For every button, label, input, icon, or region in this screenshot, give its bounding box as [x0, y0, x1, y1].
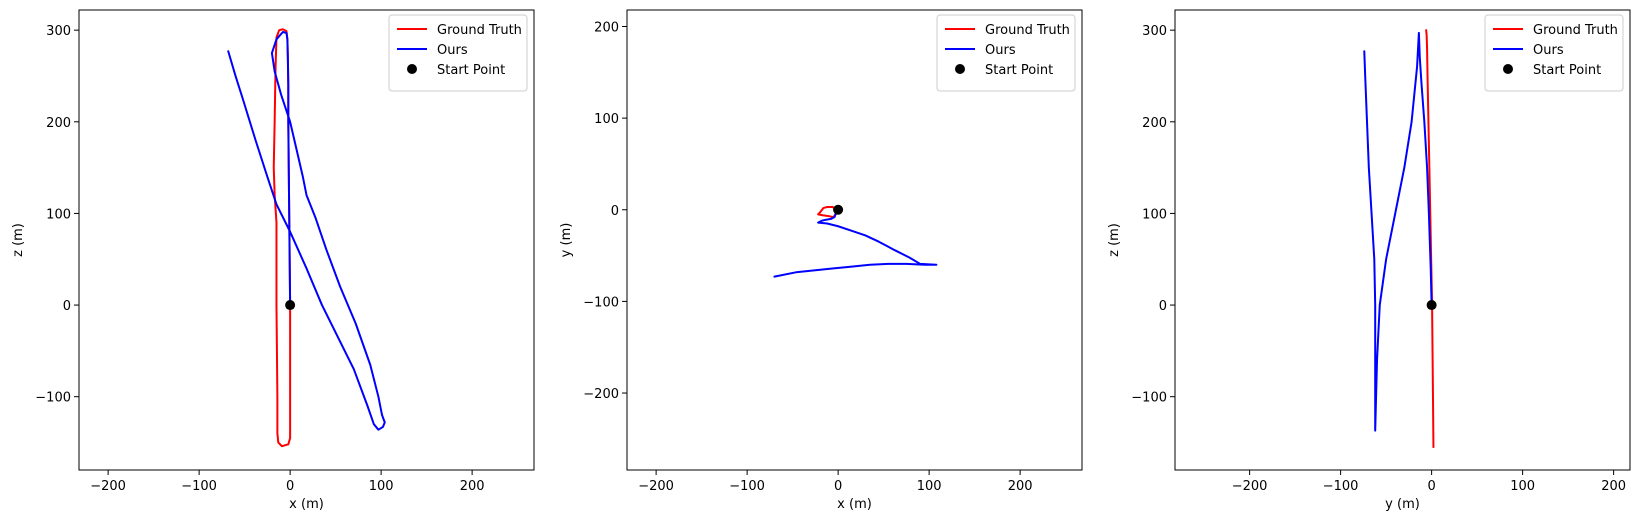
series-line-ours — [1363, 31, 1433, 432]
y-tick-label: 200 — [46, 116, 71, 131]
x-tick-label: 100 — [1510, 479, 1535, 494]
subplot-3: −200 −100 0 100 200 −100 0 100 200 300 y (m) z (m) G… — [1107, 9, 1631, 512]
y-tick-label: −100 — [1131, 391, 1167, 406]
legend-marker-start-point — [407, 64, 417, 74]
y-tick-label: 200 — [594, 20, 619, 35]
x-tick-label: −100 — [729, 479, 765, 494]
start-point-marker — [833, 204, 844, 215]
x-tick-label: 100 — [369, 479, 394, 494]
y-tick-label: 300 — [46, 24, 71, 39]
legend-label-ground-truth: Ground Truth — [985, 23, 1070, 38]
x-axis-label: y (m) — [1385, 497, 1420, 512]
series-line-ours — [773, 208, 938, 278]
legend: Ground Truth Ours Start Point — [1484, 14, 1624, 92]
legend-label-start-point: Start Point — [1533, 63, 1601, 78]
y-axis-label: y (m) — [559, 223, 574, 258]
y-tick-label: 100 — [1142, 207, 1167, 222]
axes-frame — [78, 9, 535, 471]
legend-marker-start-point — [1503, 64, 1513, 74]
x-tick-label: −100 — [1323, 479, 1359, 494]
x-tick-label: 0 — [286, 479, 294, 494]
legend: Ground Truth Ours Start Point — [936, 14, 1076, 92]
x-tick-label: 200 — [460, 479, 485, 494]
x-tick-label: −200 — [90, 479, 126, 494]
x-axis-label: x (m) — [289, 497, 324, 512]
y-tick-label: −100 — [583, 295, 619, 310]
x-tick-label: 200 — [1601, 479, 1626, 494]
x-tick-label: 0 — [1427, 479, 1435, 494]
axes-frame — [1174, 9, 1631, 471]
legend-marker-start-point — [955, 64, 965, 74]
plot-area — [227, 28, 386, 448]
y-tick-label: 0 — [63, 299, 71, 314]
legend-box — [388, 14, 528, 92]
series-line-ground-truth — [1425, 29, 1435, 449]
y-tick-label: 200 — [1142, 116, 1167, 131]
legend-box — [936, 14, 1076, 92]
y-tick-label: 0 — [611, 204, 619, 219]
legend-label-ours: Ours — [985, 43, 1016, 58]
x-tick-label: 100 — [917, 479, 942, 494]
legend-label-ground-truth: Ground Truth — [437, 23, 522, 38]
plot-area — [1363, 29, 1435, 449]
x-tick-label: 0 — [834, 479, 842, 494]
y-axis-label: z (m) — [1107, 223, 1122, 257]
legend-label-ours: Ours — [1533, 43, 1564, 58]
series-line-ours — [227, 30, 386, 431]
legend-label-start-point: Start Point — [437, 63, 505, 78]
legend-label-ours: Ours — [437, 43, 468, 58]
y-tick-label: −100 — [35, 391, 71, 406]
start-point-marker — [285, 300, 296, 311]
x-tick-label: −200 — [638, 479, 674, 494]
x-tick-label: −100 — [181, 479, 217, 494]
y-axis-label: z (m) — [11, 223, 26, 257]
x-axis-label: x (m) — [837, 497, 872, 512]
axes-frame — [626, 9, 1083, 471]
legend: Ground Truth Ours Start Point — [388, 14, 528, 92]
legend-label-ground-truth: Ground Truth — [1533, 23, 1618, 38]
plot-area — [773, 206, 938, 278]
y-tick-label: 0 — [1159, 299, 1167, 314]
start-point-marker — [1426, 300, 1437, 311]
x-tick-label: −200 — [1232, 479, 1268, 494]
subplot-2: −200 −100 0 100 200 −200 −100 0 100 200 x (m) y (m)… — [559, 9, 1083, 512]
x-tick-label: 200 — [1008, 479, 1033, 494]
y-tick-label: 100 — [46, 207, 71, 222]
y-tick-label: 300 — [1142, 24, 1167, 39]
subplot-1: −200 −100 0 100 200 −100 0 100 200 300 x (m) z (m) G… — [11, 9, 535, 512]
legend-label-start-point: Start Point — [985, 63, 1053, 78]
legend-box — [1484, 14, 1624, 92]
y-tick-label: −200 — [583, 387, 619, 402]
y-tick-label: 100 — [594, 112, 619, 127]
